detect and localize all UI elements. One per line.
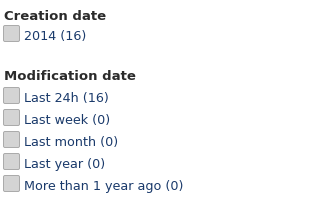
FancyBboxPatch shape xyxy=(3,131,19,147)
Text: Last year (0): Last year (0) xyxy=(24,158,105,171)
FancyBboxPatch shape xyxy=(3,153,19,170)
FancyBboxPatch shape xyxy=(3,26,19,42)
Text: Last month (0): Last month (0) xyxy=(24,136,118,149)
FancyBboxPatch shape xyxy=(3,109,19,125)
Text: More than 1 year ago (0): More than 1 year ago (0) xyxy=(24,180,183,193)
Text: 2014 (16): 2014 (16) xyxy=(24,30,86,43)
Text: Last week (0): Last week (0) xyxy=(24,114,110,127)
FancyBboxPatch shape xyxy=(3,87,19,103)
Text: Modification date: Modification date xyxy=(4,70,136,83)
FancyBboxPatch shape xyxy=(3,176,19,192)
Text: Creation date: Creation date xyxy=(4,10,106,23)
Text: Last 24h (16): Last 24h (16) xyxy=(24,92,109,105)
